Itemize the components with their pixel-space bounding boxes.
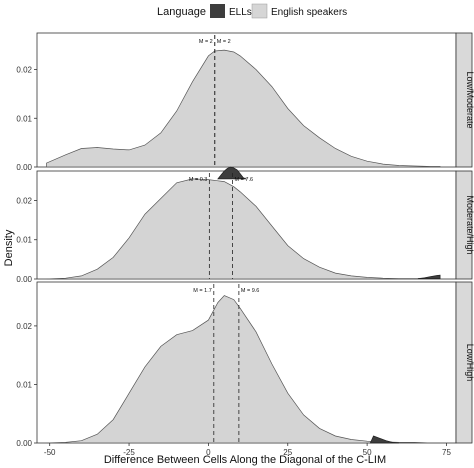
ells-density-area	[417, 274, 441, 279]
mean-label: M = 2	[217, 39, 231, 45]
x-tick-label: -25	[123, 448, 135, 457]
y-tick-label: 0.02	[16, 322, 32, 331]
legend-label-english: English speakers	[271, 7, 347, 18]
x-axis-title: Difference Between Cells Along the Diago…	[104, 454, 386, 466]
y-axis-title: Density	[3, 229, 15, 266]
panels: Low/Moderate 0.00 0.01 0.02 M = 2 M = 2 Modera…	[16, 32, 474, 448]
x-tick-label: -50	[44, 448, 56, 457]
panel-1: Low/Moderate 0.00 0.01 0.02 M = 2 M = 2	[16, 32, 474, 172]
panel-3: Low/High 0.00 0.01 0.02 M = 1.7 M = 9.6	[16, 281, 474, 448]
mean-label: M = 9.6	[241, 288, 260, 294]
legend-label-ells: ELLs	[229, 7, 252, 18]
legend-swatch-english	[251, 3, 268, 19]
x-tick-label: 75	[442, 448, 451, 457]
strip-label: Moderate/High	[465, 195, 474, 254]
english-density-area	[46, 178, 441, 280]
strip-background	[455, 32, 473, 168]
y-tick-label: 0.02	[16, 66, 32, 75]
y-tick-label: 0.00	[16, 439, 32, 448]
x-tick-label: 25	[283, 448, 292, 457]
mean-label: M = 2	[199, 39, 213, 45]
x-tick-label: 50	[363, 448, 372, 457]
mean-label: M = 1.7	[193, 288, 212, 294]
legend: Language ELLs English speakers	[157, 3, 347, 19]
strip-background	[455, 281, 473, 444]
mean-label: M = 0.3	[189, 177, 208, 183]
y-tick-label: 0.02	[16, 196, 32, 205]
ells-density-area	[369, 435, 399, 444]
y-tick-label: 0.01	[16, 236, 32, 245]
mean-label: M = 7.6	[235, 177, 254, 183]
y-tick-label: 0.00	[16, 163, 32, 172]
strip-background	[455, 170, 473, 280]
strip-label: Low/High	[465, 344, 474, 382]
strip-label: Low/Moderate	[465, 71, 474, 128]
x-tick-label: 0	[206, 448, 211, 457]
legend-swatch-ells	[210, 4, 225, 18]
x-axis: -50 -25 0 25 50 75	[44, 443, 451, 457]
english-density-area	[46, 49, 441, 168]
panel-2: Moderate/High 0.00 0.01 0.02 M = 0.3 M = 7.6	[16, 166, 474, 284]
y-tick-label: 0.01	[16, 380, 32, 389]
y-tick-label: 0.00	[16, 275, 32, 284]
y-tick-label: 0.01	[16, 114, 32, 123]
legend-title: Language	[157, 6, 206, 18]
